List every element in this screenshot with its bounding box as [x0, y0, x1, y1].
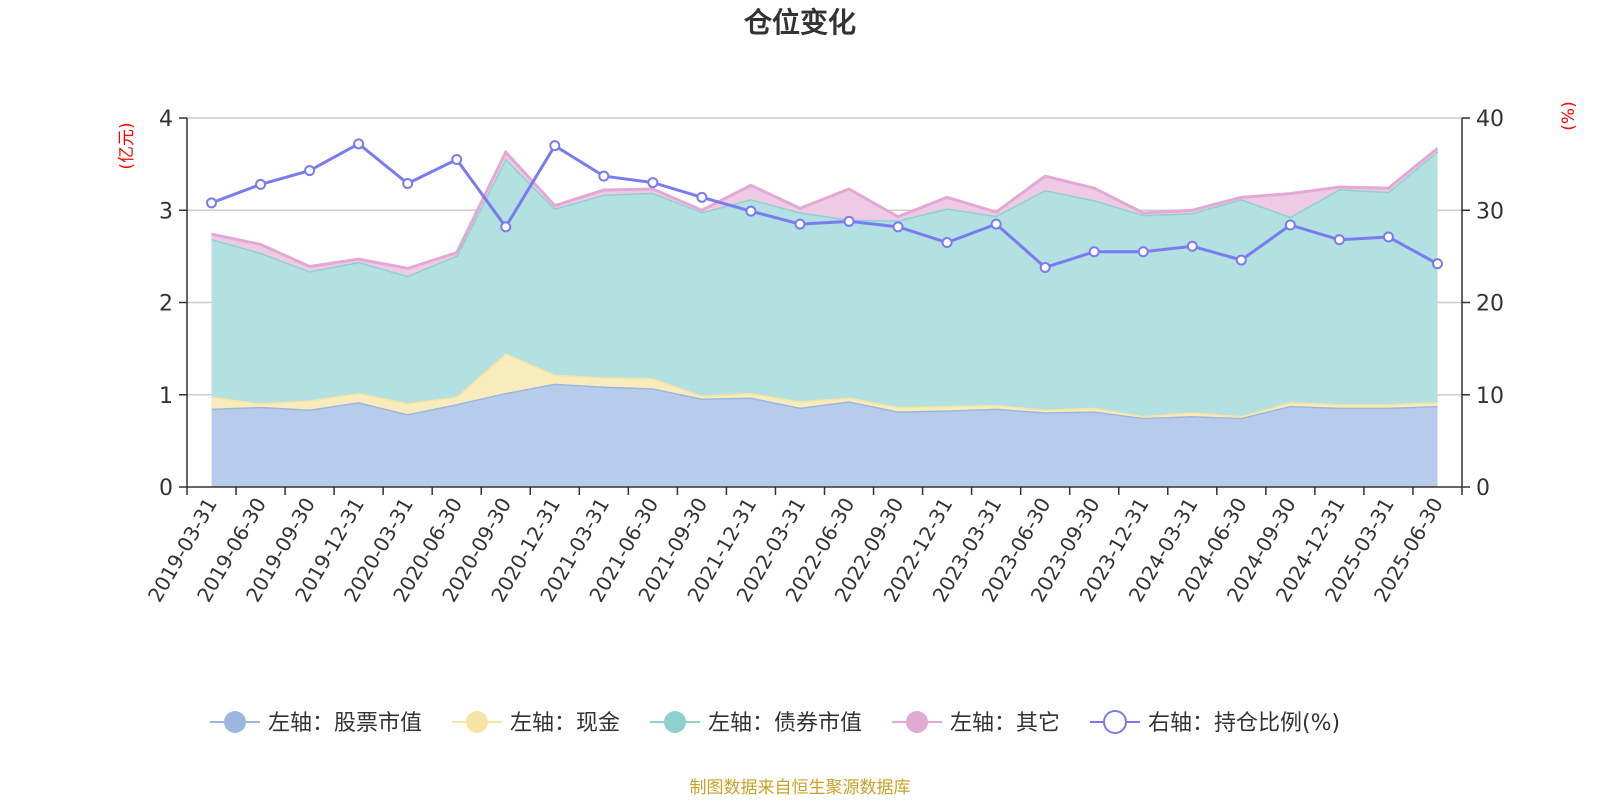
- ratio-point: [843, 215, 855, 227]
- data-source-note: 制图数据来自恒生聚源数据库: [690, 778, 911, 798]
- area-左轴：债券市值: [211, 151, 1438, 416]
- legend-label: 左轴：其它: [950, 711, 1060, 736]
- legend-item: 左轴：股票市值: [210, 711, 422, 736]
- legend: 左轴：股票市值 左轴：现金 左轴：债券市值 左轴：其它 右轴：持仓比例(%): [210, 710, 1340, 736]
- legend-label: 左轴：现金: [510, 711, 620, 736]
- legend-label: 左轴：债券市值: [708, 711, 862, 736]
- ratio-point: [990, 218, 1002, 230]
- ratio-point: [1382, 231, 1394, 243]
- ratio-point: [892, 221, 904, 233]
- stacked-areas: [211, 147, 1439, 487]
- ratio-point: [1235, 254, 1247, 266]
- ratio-point: [255, 178, 267, 190]
- right-axis-tick-label: 40: [1476, 107, 1504, 132]
- left-axis-tick-label: 3: [159, 199, 173, 224]
- ratio-point: [598, 170, 610, 182]
- legend-marker: [906, 711, 928, 733]
- legend-item: 左轴：其它: [892, 711, 1060, 736]
- ratio-line-series: [206, 138, 1443, 273]
- ratio-point: [794, 218, 806, 230]
- ratio-point: [1088, 246, 1100, 258]
- ratio-point: [696, 191, 708, 203]
- ratio-point: [206, 197, 218, 209]
- legend-marker: [466, 711, 488, 733]
- right-axis-tick-label: 20: [1476, 292, 1504, 317]
- right-axis-tick-label: 0: [1476, 476, 1490, 501]
- legend-label: 左轴：股票市值: [268, 711, 422, 736]
- ratio-point: [1039, 261, 1051, 273]
- ratio-point: [1333, 234, 1345, 246]
- legend-item: 左轴：现金: [452, 711, 620, 736]
- left-axis-tick-label: 2: [159, 292, 173, 317]
- chart-title: 仓位变化: [744, 6, 856, 39]
- legend-marker: [224, 711, 246, 733]
- ratio-point: [1186, 240, 1198, 252]
- area-左轴：其它: [211, 148, 1438, 276]
- ratio-point: [549, 140, 561, 152]
- ratio-point: [402, 177, 414, 189]
- ratio-point: [1137, 246, 1149, 258]
- ratio-point: [500, 221, 512, 233]
- ratio-point: [745, 205, 757, 217]
- ratio-point: [1431, 258, 1443, 270]
- right-axis-tick-label: 30: [1476, 199, 1504, 224]
- ratio-line: [210, 142, 1439, 270]
- ratio-point: [353, 138, 365, 150]
- left-axis-tick-label: 0: [159, 476, 173, 501]
- legend-item: 右轴：持仓比例(%): [1090, 710, 1340, 736]
- ratio-point: [647, 177, 659, 189]
- area-左轴：股票市值: [211, 383, 1438, 487]
- ratio-point: [304, 165, 316, 177]
- area-左轴：现金: [211, 353, 1438, 418]
- ratio-point: [941, 237, 953, 249]
- left-axis-tick-label: 1: [159, 384, 173, 409]
- left-axis-unit: (亿元): [117, 122, 137, 169]
- legend-item: 左轴：债券市值: [650, 711, 862, 736]
- ratio-point: [1284, 219, 1296, 231]
- right-axis-tick-label: 10: [1476, 384, 1504, 409]
- legend-label: 右轴：持仓比例(%): [1148, 711, 1340, 736]
- ratio-point: [451, 154, 463, 166]
- area-edge-左轴：其它: [211, 147, 1439, 270]
- right-axis-unit: (%): [1559, 101, 1579, 130]
- legend-marker: [1103, 710, 1127, 734]
- legend-marker: [664, 711, 686, 733]
- left-axis-tick-label: 4: [159, 107, 173, 132]
